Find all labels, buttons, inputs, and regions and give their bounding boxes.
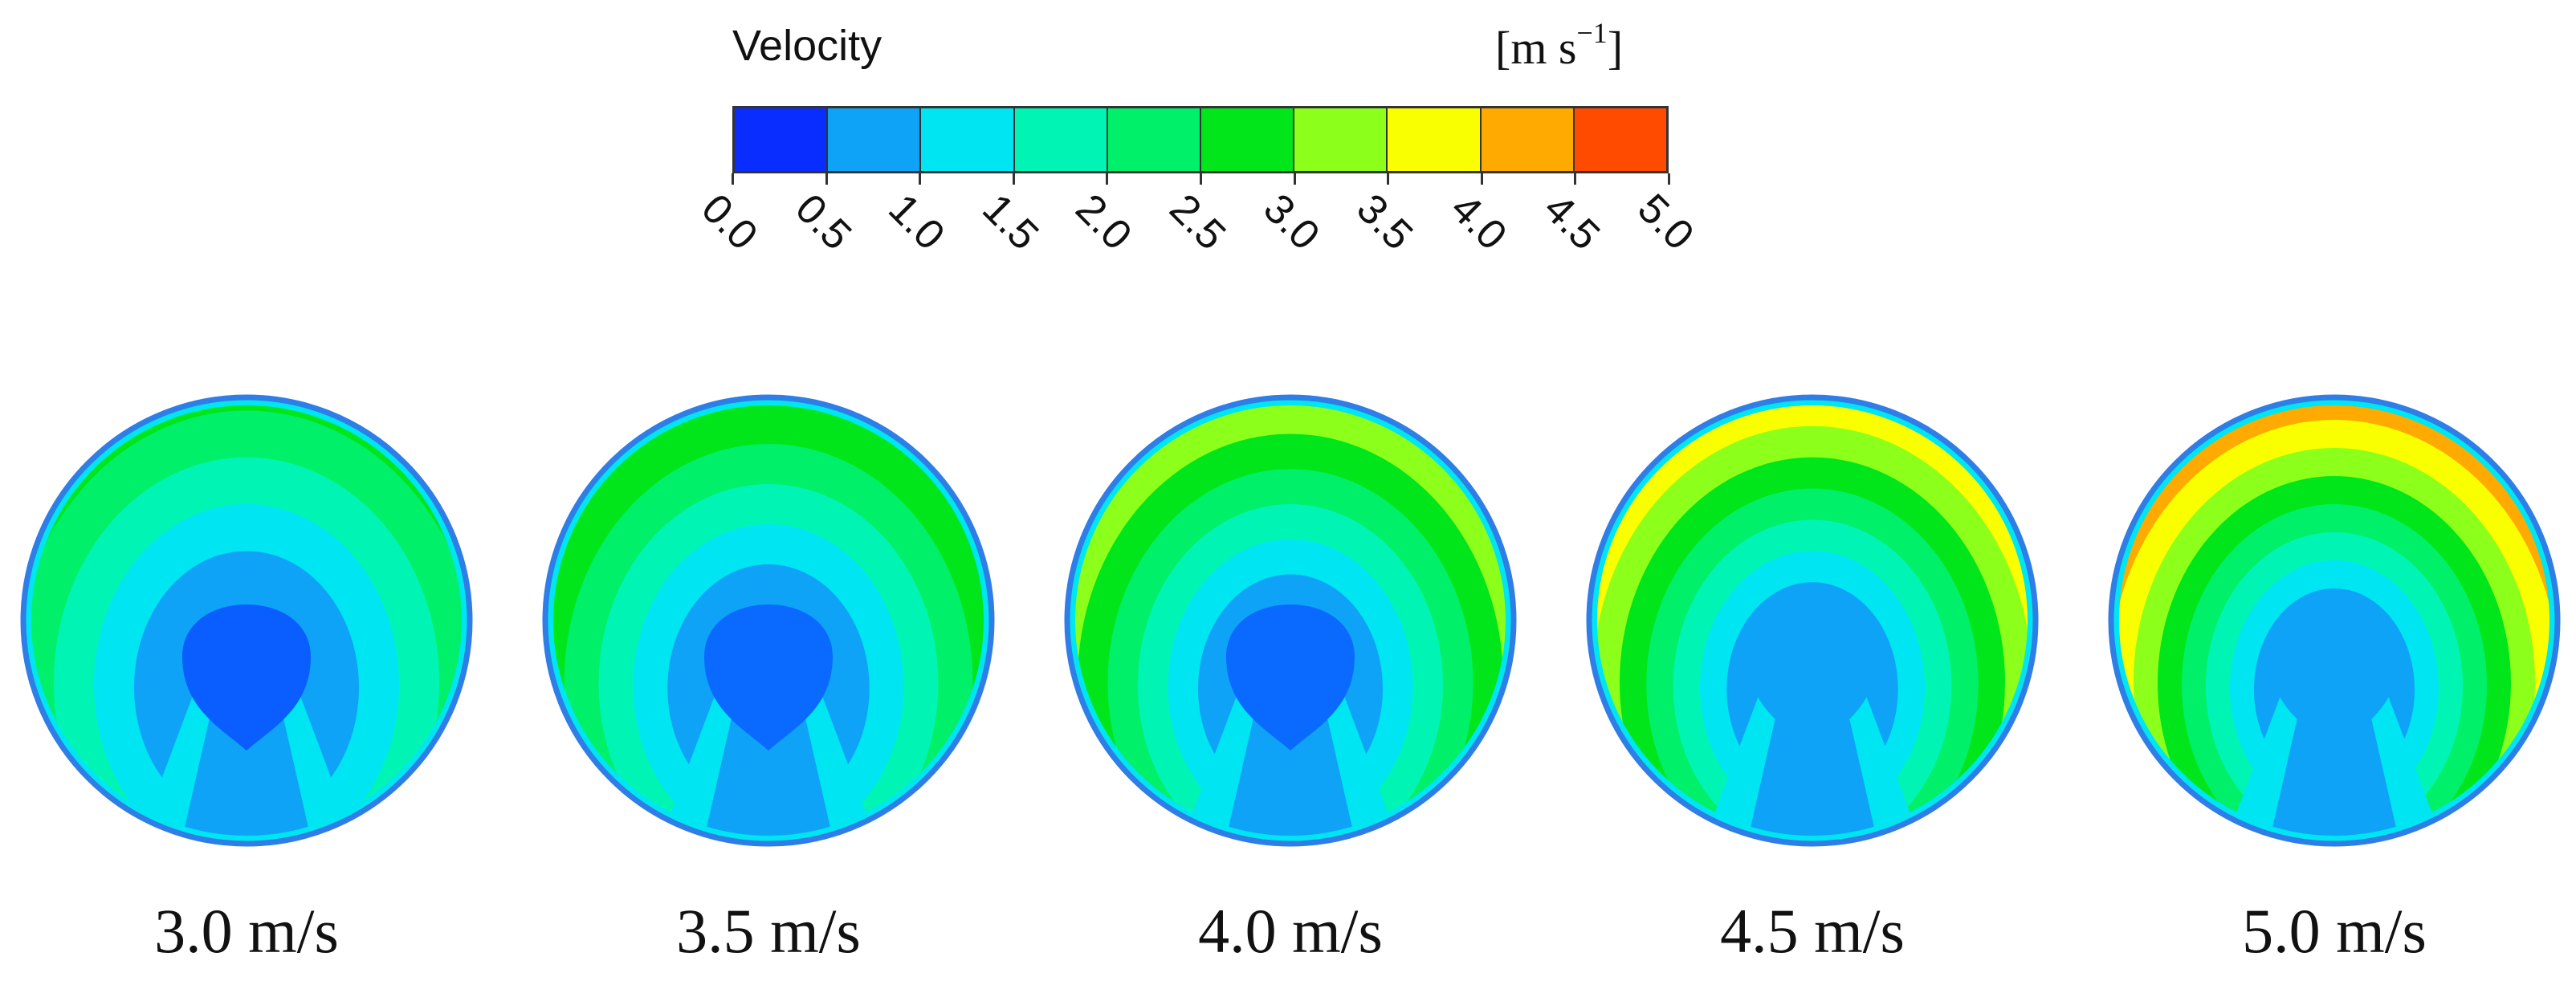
tick-mark — [1106, 173, 1109, 185]
tick-label: 0.5 — [785, 185, 861, 259]
tick-label: 1.5 — [973, 185, 1048, 259]
tick-mark — [1012, 173, 1015, 185]
units-base: [m s — [1495, 22, 1577, 74]
colorbar-swatch — [1481, 108, 1575, 171]
colorbar-swatch — [1107, 108, 1202, 171]
tick-label: 3.5 — [1347, 185, 1422, 259]
wake-inner — [696, 697, 841, 844]
tick-mark — [1293, 173, 1296, 185]
tick-label: 4.5 — [1535, 185, 1609, 259]
tick-mark — [1574, 173, 1577, 185]
tick-mark — [732, 173, 734, 185]
colorbar-swatch — [1574, 108, 1667, 171]
wall-ring-inner — [1591, 399, 2034, 842]
panel-caption: 3.5 m/s — [676, 896, 861, 966]
core-region — [182, 604, 311, 751]
wake-inner — [1740, 697, 1885, 844]
wall-ring-inner — [25, 399, 468, 842]
tick-label: 0.0 — [692, 185, 767, 259]
core-region — [704, 604, 833, 751]
wall-ring-outer — [20, 394, 473, 847]
contour-disc — [20, 394, 473, 847]
colorbar-swatch — [735, 108, 829, 171]
core-region — [1226, 604, 1355, 751]
wall-ring-outer — [542, 394, 995, 847]
contour-disc — [1586, 394, 2039, 847]
wall-ring-inner — [2113, 399, 2556, 842]
colorbar-swatch — [1014, 108, 1108, 171]
units-exponent: −1 — [1576, 17, 1608, 49]
contour-disc — [2108, 394, 2561, 847]
tick-label: 1.0 — [879, 185, 954, 259]
colorbar-swatch — [1201, 108, 1295, 171]
wake-inner — [1218, 697, 1363, 844]
tick-mark — [919, 173, 922, 185]
tick-mark — [1668, 173, 1670, 185]
panel-caption: 4.5 m/s — [1720, 896, 1905, 966]
tick-mark — [1387, 173, 1390, 185]
tick-label: 2.0 — [1066, 185, 1141, 259]
legend-units: [m s−1] — [1495, 16, 1623, 75]
wall-ring-outer — [2108, 394, 2561, 847]
wall-ring-outer — [1064, 394, 1517, 847]
wall-ring-outer — [1586, 394, 2039, 847]
wake-inner — [174, 697, 319, 844]
core-region — [1748, 604, 1877, 751]
panel-caption: 3.0 m/s — [154, 896, 339, 966]
contour-disc — [1064, 394, 1517, 847]
tick-label: 5.0 — [1628, 185, 1703, 259]
tick-label: 2.5 — [1160, 185, 1235, 259]
colorbar-swatch — [921, 108, 1015, 171]
colorbar-swatch — [1388, 108, 1482, 171]
colorbar — [732, 106, 1669, 173]
panel-caption: 4.0 m/s — [1198, 896, 1383, 966]
core-region — [2270, 604, 2399, 751]
units-close: ] — [1607, 22, 1624, 74]
tick-mark — [1200, 173, 1202, 185]
wake-inner — [2262, 697, 2407, 844]
colorbar-swatch — [1294, 108, 1388, 171]
tick-label: 4.0 — [1441, 185, 1516, 259]
wall-ring-inner — [547, 399, 990, 842]
wall-ring-inner — [1069, 399, 1512, 842]
legend-title: Velocity — [732, 22, 882, 70]
colorbar-swatch — [828, 108, 922, 171]
tick-label: 3.0 — [1253, 185, 1329, 259]
tick-mark — [1480, 173, 1483, 185]
tick-mark — [825, 173, 828, 185]
contour-disc — [542, 394, 995, 847]
panel-caption: 5.0 m/s — [2242, 896, 2427, 966]
